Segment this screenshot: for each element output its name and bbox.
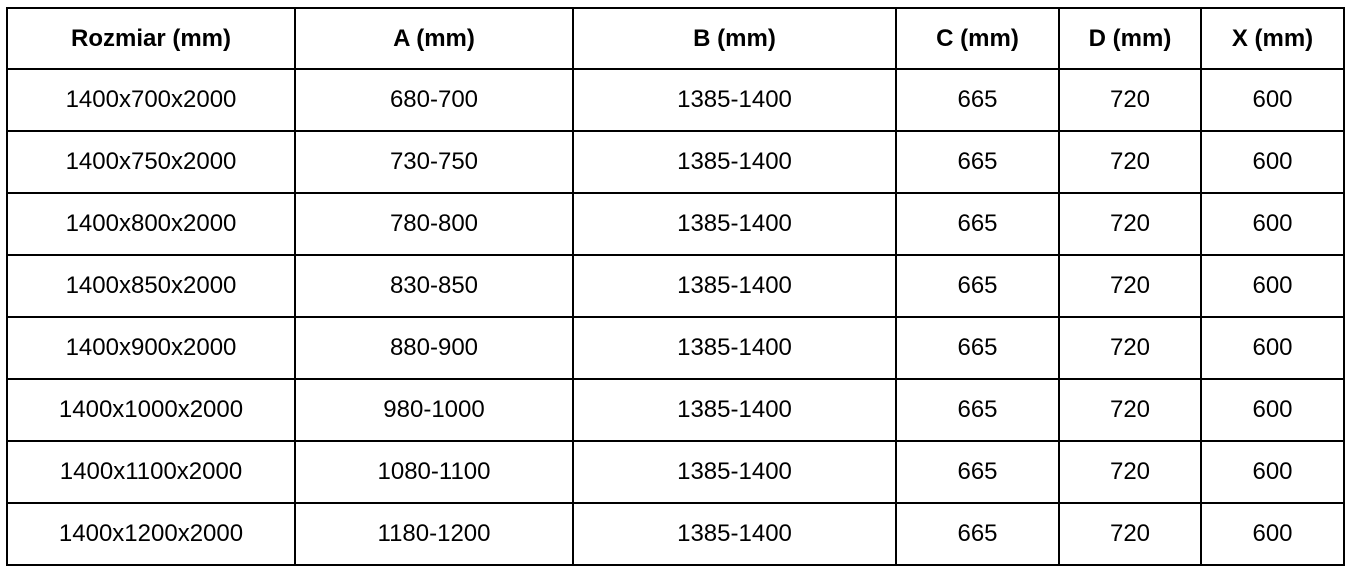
cell-b: 1385-1400 bbox=[572, 502, 897, 566]
cell-c: 665 bbox=[895, 502, 1060, 566]
table-row: 1400x1100x2000 1080-1100 1385-1400 665 720 60… bbox=[6, 440, 1345, 504]
cell-b: 1385-1400 bbox=[572, 192, 897, 256]
cell-d: 720 bbox=[1058, 254, 1202, 318]
cell-d: 720 bbox=[1058, 68, 1202, 132]
header-b: B (mm) bbox=[572, 7, 897, 70]
cell-b: 1385-1400 bbox=[572, 378, 897, 442]
cell-x: 600 bbox=[1200, 254, 1345, 318]
cell-c: 665 bbox=[895, 316, 1060, 380]
table-row: 1400x900x2000 880-900 1385-1400 665 720 600 bbox=[6, 316, 1345, 380]
cell-x: 600 bbox=[1200, 502, 1345, 566]
cell-d: 720 bbox=[1058, 192, 1202, 256]
table-row: 1400x750x2000 730-750 1385-1400 665 720 600 bbox=[6, 130, 1345, 194]
cell-a: 1180-1200 bbox=[294, 502, 574, 566]
cell-c: 665 bbox=[895, 378, 1060, 442]
cell-c: 665 bbox=[895, 192, 1060, 256]
cell-a: 780-800 bbox=[294, 192, 574, 256]
cell-d: 720 bbox=[1058, 440, 1202, 504]
cell-c: 665 bbox=[895, 68, 1060, 132]
table-row: 1400x800x2000 780-800 1385-1400 665 720 600 bbox=[6, 192, 1345, 256]
cell-a: 730-750 bbox=[294, 130, 574, 194]
header-d: D (mm) bbox=[1058, 7, 1202, 70]
header-row: Rozmiar (mm) A (mm) B (mm) C (mm) D (mm)… bbox=[6, 7, 1345, 70]
header-rozmiar: Rozmiar (mm) bbox=[6, 7, 296, 70]
cell-rozmiar: 1400x850x2000 bbox=[6, 254, 296, 318]
cell-a: 980-1000 bbox=[294, 378, 574, 442]
header-a: A (mm) bbox=[294, 7, 574, 70]
cell-b: 1385-1400 bbox=[572, 68, 897, 132]
table-row: 1400x850x2000 830-850 1385-1400 665 720 600 bbox=[6, 254, 1345, 318]
cell-rozmiar: 1400x700x2000 bbox=[6, 68, 296, 132]
cell-x: 600 bbox=[1200, 316, 1345, 380]
cell-a: 830-850 bbox=[294, 254, 574, 318]
cell-b: 1385-1400 bbox=[572, 130, 897, 194]
cell-b: 1385-1400 bbox=[572, 316, 897, 380]
cell-a: 1080-1100 bbox=[294, 440, 574, 504]
table-row: 1400x1200x2000 1180-1200 1385-1400 665 720 60… bbox=[6, 502, 1345, 566]
table-row: 1400x1000x2000 980-1000 1385-1400 665 720 600 bbox=[6, 378, 1345, 442]
cell-x: 600 bbox=[1200, 378, 1345, 442]
header-c: C (mm) bbox=[895, 7, 1060, 70]
cell-d: 720 bbox=[1058, 378, 1202, 442]
cell-c: 665 bbox=[895, 130, 1060, 194]
cell-x: 600 bbox=[1200, 440, 1345, 504]
cell-x: 600 bbox=[1200, 68, 1345, 132]
cell-a: 880-900 bbox=[294, 316, 574, 380]
cell-d: 720 bbox=[1058, 316, 1202, 380]
cell-rozmiar: 1400x1000x2000 bbox=[6, 378, 296, 442]
cell-x: 600 bbox=[1200, 192, 1345, 256]
cell-d: 720 bbox=[1058, 502, 1202, 566]
dimensions-table: Rozmiar (mm) A (mm) B (mm) C (mm) D (mm)… bbox=[6, 7, 1345, 566]
cell-b: 1385-1400 bbox=[572, 440, 897, 504]
cell-x: 600 bbox=[1200, 130, 1345, 194]
cell-rozmiar: 1400x750x2000 bbox=[6, 130, 296, 194]
cell-rozmiar: 1400x1200x2000 bbox=[6, 502, 296, 566]
cell-rozmiar: 1400x800x2000 bbox=[6, 192, 296, 256]
cell-a: 680-700 bbox=[294, 68, 574, 132]
table-row: 1400x700x2000 680-700 1385-1400 665 720 600 bbox=[6, 68, 1345, 132]
header-x: X (mm) bbox=[1200, 7, 1345, 70]
cell-d: 720 bbox=[1058, 130, 1202, 194]
cell-c: 665 bbox=[895, 254, 1060, 318]
cell-rozmiar: 1400x1100x2000 bbox=[6, 440, 296, 504]
cell-b: 1385-1400 bbox=[572, 254, 897, 318]
cell-rozmiar: 1400x900x2000 bbox=[6, 316, 296, 380]
cell-c: 665 bbox=[895, 440, 1060, 504]
